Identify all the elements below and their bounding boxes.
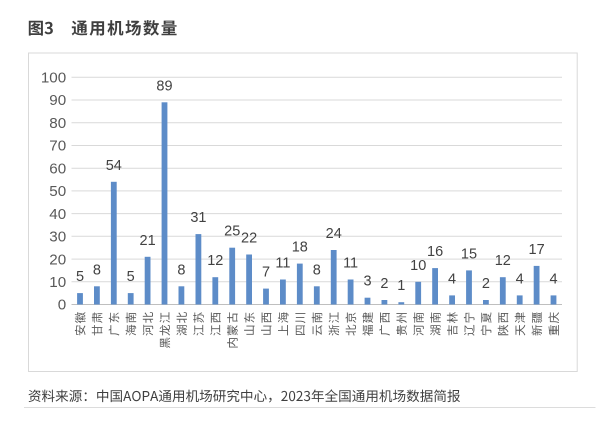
svg-text:7: 7 <box>262 265 270 281</box>
svg-text:24: 24 <box>326 226 342 242</box>
svg-text:89: 89 <box>156 78 172 94</box>
svg-text:40: 40 <box>49 206 66 223</box>
svg-text:10: 10 <box>410 258 426 274</box>
svg-text:2: 2 <box>380 276 388 292</box>
svg-text:8: 8 <box>93 262 101 278</box>
svg-text:15: 15 <box>461 246 477 262</box>
svg-text:90: 90 <box>49 92 66 109</box>
svg-text:50: 50 <box>49 183 66 200</box>
svg-text:12: 12 <box>207 253 223 269</box>
svg-text:25: 25 <box>224 224 240 240</box>
svg-text:70: 70 <box>49 138 66 155</box>
svg-text:16: 16 <box>427 244 443 260</box>
svg-text:3: 3 <box>363 274 371 290</box>
svg-text:4: 4 <box>448 271 456 287</box>
svg-text:11: 11 <box>275 256 290 272</box>
svg-text:31: 31 <box>190 210 206 226</box>
svg-text:8: 8 <box>313 262 321 278</box>
svg-text:100: 100 <box>41 70 66 87</box>
svg-text:60: 60 <box>49 160 66 177</box>
svg-text:12: 12 <box>495 253 511 269</box>
svg-text:30: 30 <box>49 229 66 246</box>
svg-text:8: 8 <box>177 262 185 278</box>
svg-text:2: 2 <box>482 276 490 292</box>
svg-text:17: 17 <box>529 242 545 258</box>
svg-text:11: 11 <box>343 256 358 272</box>
svg-text:80: 80 <box>49 115 66 132</box>
svg-text:20: 20 <box>49 251 66 268</box>
svg-text:4: 4 <box>549 271 557 287</box>
svg-text:21: 21 <box>140 233 156 249</box>
svg-text:0: 0 <box>58 297 66 314</box>
svg-text:22: 22 <box>241 231 257 247</box>
svg-text:5: 5 <box>127 269 135 285</box>
svg-text:4: 4 <box>516 271 524 287</box>
svg-text:5: 5 <box>76 269 84 285</box>
svg-text:54: 54 <box>106 158 122 174</box>
svg-text:10: 10 <box>49 274 66 291</box>
svg-text:18: 18 <box>292 240 308 256</box>
svg-text:1: 1 <box>397 278 405 294</box>
